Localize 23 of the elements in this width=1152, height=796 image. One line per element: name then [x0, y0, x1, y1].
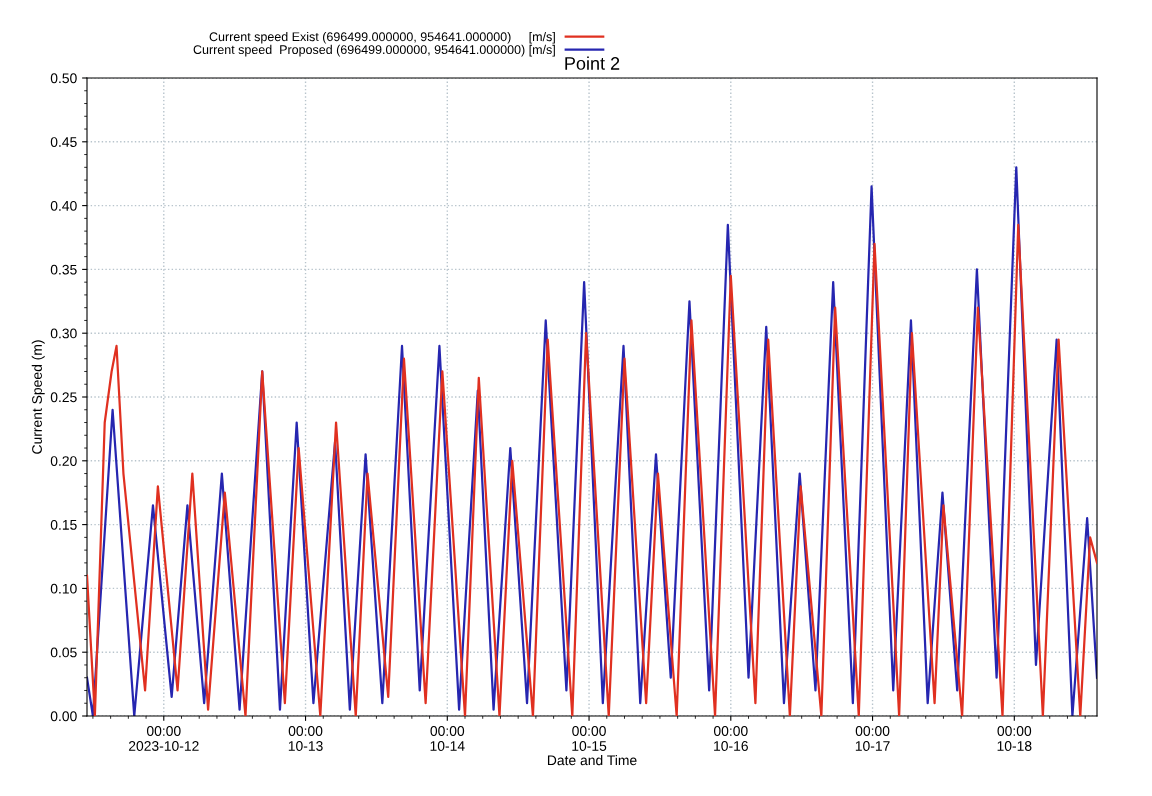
y-tick-label: 0.30 — [50, 328, 77, 339]
y-tick-label: 0.15 — [50, 519, 77, 530]
x-tick-label: 00:00 10-18 — [997, 726, 1032, 751]
y-tick-label: 0.50 — [50, 73, 77, 84]
y-tick-label: 0.20 — [50, 456, 77, 466]
x-tick-label: 00:00 10-13 — [288, 726, 323, 751]
chart-title: Point 2 — [565, 56, 620, 70]
x-tick-label: 00:00 2023-10-12 — [128, 726, 199, 751]
x-tick-label: 00:00 10-17 — [855, 726, 890, 751]
y-tick-label: 0.05 — [50, 647, 77, 658]
y-tick-label: 0.00 — [50, 711, 77, 722]
legend-label: Current speed Proposed (696499.000000, 954641.000000) [m/s] — [193, 44, 555, 57]
x-tick-label: 00:00 10-14 — [430, 726, 465, 751]
x-tick-label: 00:00 10-15 — [572, 726, 607, 751]
y-tick-label: 0.40 — [50, 200, 77, 211]
y-tick-label: 0.45 — [50, 137, 77, 147]
y-tick-label: 0.35 — [50, 264, 77, 275]
x-axis-title: Date and Time — [547, 755, 637, 766]
y-tick-label: 0.25 — [50, 392, 77, 403]
y-axis-title: Current Speed (m) — [31, 340, 45, 454]
x-tick-label: 00:00 10-16 — [713, 726, 748, 751]
legend-label: Current speed Exist (696499.000000, 954641.000000) [m/s] — [209, 31, 555, 44]
y-tick-label: 0.10 — [50, 583, 77, 594]
